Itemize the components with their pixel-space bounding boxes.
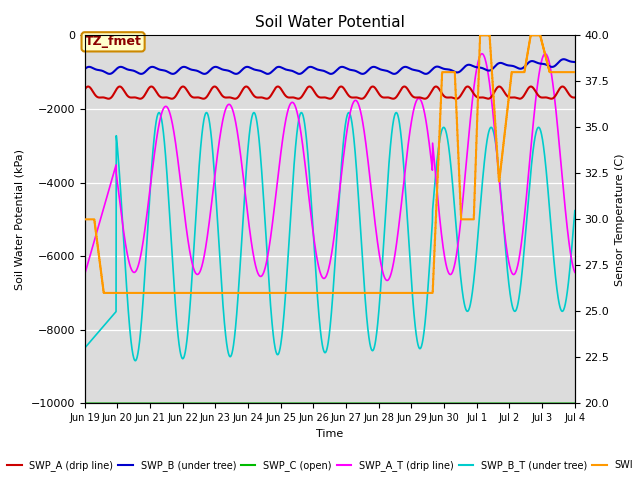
Legend: SWP_A (drip line), SWP_B (under tree), SWP_C (open), SWP_A_T (drip line), SWP_B_: SWP_A (drip line), SWP_B (under tree), S… [3,456,637,475]
Title: Soil Water Potential: Soil Water Potential [255,15,404,30]
X-axis label: Time: Time [316,429,344,439]
Y-axis label: Soil Water Potential (kPa): Soil Water Potential (kPa) [15,149,25,290]
Y-axis label: Sensor Temperature (C): Sensor Temperature (C) [615,153,625,286]
Text: TZ_fmet: TZ_fmet [84,36,141,48]
